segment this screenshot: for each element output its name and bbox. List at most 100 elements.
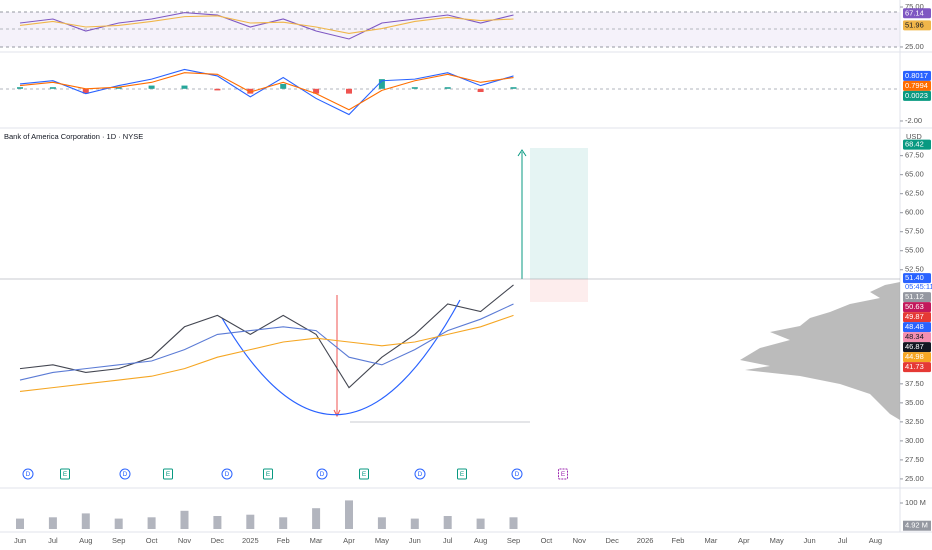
y-tick-label: -2.00 <box>905 116 922 125</box>
x-tick-label: Aug <box>869 536 882 545</box>
y-tick-label: 52.50 <box>905 265 924 274</box>
histogram-bar <box>346 88 352 94</box>
y-tick-label: 30.00 <box>905 436 924 445</box>
histogram-bar <box>49 87 56 89</box>
arrow-head <box>333 409 341 418</box>
event-label: D <box>26 471 31 478</box>
x-tick-label: Apr <box>738 536 750 545</box>
price-tag-label: 51.40 <box>905 273 924 282</box>
event-icon <box>60 468 70 480</box>
histogram-bar <box>17 87 23 89</box>
x-tick-label: Sep <box>112 536 125 545</box>
price-tag-label: 0.7994 <box>905 81 928 90</box>
volume-profile <box>740 282 900 420</box>
price-tag-label: 50.63 <box>905 302 924 311</box>
event-label: E <box>362 471 367 478</box>
x-tick-label: Feb <box>672 536 685 545</box>
price-tag <box>903 70 931 81</box>
price-tag <box>903 273 931 284</box>
price-tag <box>903 8 931 19</box>
price-tag <box>903 352 931 363</box>
event-icon <box>414 468 426 480</box>
y-tick-label: 100 M <box>905 498 926 507</box>
x-tick-label: Oct <box>541 536 554 545</box>
x-tick-label: Aug <box>474 536 487 545</box>
histogram-bar <box>510 87 517 89</box>
event-icon <box>316 468 328 480</box>
volume-bar <box>213 516 222 529</box>
volume-bar <box>114 518 123 529</box>
x-tick-label: Nov <box>178 536 192 545</box>
event-label: E <box>166 471 171 478</box>
event-label: D <box>418 471 423 478</box>
y-tick-label: 55.00 <box>905 246 924 255</box>
y-tick-label: 32.50 <box>905 417 924 426</box>
price-tag-label: 68.42 <box>905 140 924 149</box>
price-tag-label: 51.96 <box>905 20 924 29</box>
histogram-bar <box>148 85 155 89</box>
x-tick-label: Nov <box>573 536 587 545</box>
volume-bar <box>509 517 518 529</box>
price-tag-label: 51.12 <box>905 292 924 301</box>
x-tick-label: Jun <box>409 536 421 545</box>
price-tag-label: 44.98 <box>905 352 924 361</box>
volume-bar <box>81 513 90 529</box>
y-tick-label: 37.50 <box>905 379 924 388</box>
y-tick-label: 60.00 <box>905 208 924 217</box>
event-icon <box>163 468 173 480</box>
event-label: D <box>225 471 230 478</box>
price-tag <box>903 362 931 373</box>
y-tick-label: 62.50 <box>905 189 924 198</box>
price-tag-label: 67.14 <box>905 8 924 17</box>
histogram-bar <box>82 88 89 94</box>
event-icon <box>119 468 131 480</box>
event-label: E <box>63 471 68 478</box>
event-icon <box>221 468 233 480</box>
histogram-bar <box>181 85 188 89</box>
y-tick-label: 27.50 <box>905 455 924 464</box>
x-tick-label: May <box>770 536 784 545</box>
series-line <box>19 15 514 34</box>
histogram-bar <box>378 79 385 89</box>
price-tag <box>903 20 931 31</box>
histogram-bar <box>444 87 451 89</box>
histogram-bar <box>313 88 320 94</box>
volume-tag <box>903 520 931 531</box>
x-tick-label: Mar <box>704 536 717 545</box>
x-tick-label: Jul <box>48 536 58 545</box>
event-icon <box>457 468 467 480</box>
price-tag-label: 46.87 <box>905 342 924 351</box>
volume-bar <box>476 518 485 529</box>
volume-bar <box>16 518 24 529</box>
volume-bar <box>410 518 419 529</box>
volume-bar <box>180 510 189 529</box>
x-tick-label: Mar <box>310 536 323 545</box>
x-tick-label: Jun <box>804 536 816 545</box>
volume-bar <box>246 514 255 529</box>
event-label: D <box>515 471 520 478</box>
histogram-bar <box>411 87 418 89</box>
volume-tag-label: 4.92 M <box>905 521 928 530</box>
profit-zone <box>530 148 588 279</box>
histogram-bar <box>115 87 122 89</box>
loss-zone <box>530 279 588 302</box>
x-tick-label: Dec <box>606 536 620 545</box>
x-tick-label: Dec <box>211 536 225 545</box>
price-tag-label: 49.87 <box>905 312 924 321</box>
price-tag-label: 0.8017 <box>905 71 928 80</box>
price-tag <box>903 302 931 313</box>
volume-bar <box>48 517 57 529</box>
series-line <box>19 314 514 392</box>
price-tag <box>903 332 931 343</box>
y-tick-label: 67.50 <box>905 151 924 160</box>
price-tag <box>903 342 931 353</box>
cup-arc <box>221 299 461 416</box>
event-icon <box>22 468 34 480</box>
x-tick-label: Jun <box>14 536 26 545</box>
series-line <box>19 284 514 389</box>
volume-bar <box>147 517 156 529</box>
price-tag <box>903 322 931 333</box>
histogram-bar <box>280 83 287 89</box>
y-tick-label: 25.00 <box>905 474 924 483</box>
